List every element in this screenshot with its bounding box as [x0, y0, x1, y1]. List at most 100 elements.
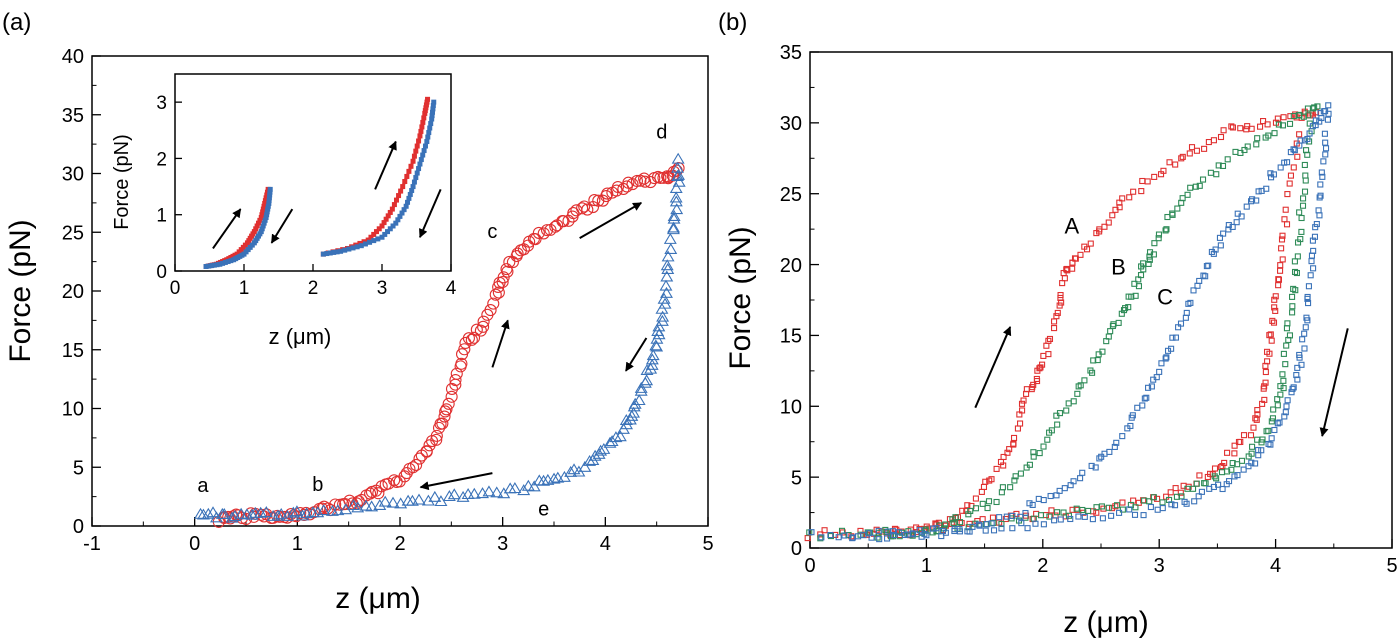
series-release-point	[669, 182, 683, 194]
series-A-stretch-point	[993, 465, 1000, 472]
series-C-stretch-point	[1127, 422, 1134, 430]
panel-a-ytick-label: 15	[62, 340, 84, 362]
series-release-point	[317, 504, 331, 516]
series-B-release-point	[1113, 502, 1121, 509]
series-B-stretch-point	[1199, 176, 1207, 183]
panel-a-ytick-label: 35	[62, 105, 84, 127]
series-C-release-point	[1298, 361, 1305, 368]
series-C-release-point	[1289, 385, 1296, 392]
series-C-stretch-point	[1088, 462, 1095, 469]
series-stretch-point	[537, 227, 550, 240]
series-A-release-point	[1042, 512, 1049, 519]
series-stretch-point	[455, 357, 468, 370]
series-A-release-point	[1247, 432, 1255, 439]
series-A-release-point	[1260, 385, 1267, 392]
series-B-release-point	[1279, 371, 1286, 378]
series-A-stretch-point	[1053, 313, 1060, 320]
series-C-stretch-point	[1168, 345, 1175, 352]
series-release-point	[583, 454, 597, 466]
inset-ytick-label: 2	[156, 149, 167, 170]
series-C-release-point	[1317, 181, 1324, 188]
series-B-release-point	[1085, 507, 1092, 514]
series-stretch-point	[407, 461, 420, 474]
series-A-release-point	[1275, 276, 1282, 283]
series-A-stretch-point	[1178, 155, 1185, 162]
series-C-release-point	[1301, 330, 1308, 337]
series-release-point	[597, 442, 611, 454]
series-C-release-point	[1281, 413, 1288, 420]
series-stretch-point	[440, 403, 453, 416]
series-A-stretch-point	[980, 483, 988, 491]
series-B-stretch-point	[1048, 427, 1055, 434]
series-B-release-point	[998, 520, 1005, 528]
panel-b-xtick-label: 4	[1270, 555, 1281, 577]
series-C-release-point	[1316, 194, 1323, 201]
series-B-release-point	[1093, 504, 1100, 511]
series-stretch-point	[489, 288, 502, 301]
series-release-point	[603, 436, 617, 448]
series-A-stretch-point	[1138, 188, 1145, 195]
series-C-release-point	[1140, 512, 1147, 519]
series-release-point	[378, 495, 392, 507]
series-C-stretch-point	[808, 529, 815, 536]
series-B-release-point	[1280, 385, 1287, 392]
series-C-release-point	[1219, 485, 1226, 493]
curve-label-B: B	[1111, 254, 1126, 279]
inset-xtick-label: 0	[170, 278, 181, 299]
series-B-release-point	[1294, 253, 1301, 260]
series-A-stretch-point	[1063, 266, 1070, 273]
series-C-release-point	[1276, 419, 1283, 426]
series-release-point	[655, 314, 669, 326]
series-B-stretch-point	[1017, 470, 1024, 477]
series-B-release-point	[1285, 336, 1292, 344]
series-B-release-point	[1280, 377, 1287, 384]
series-C-stretch-point	[1119, 433, 1126, 440]
series-stretch-point	[532, 226, 545, 239]
panel-a-ytick-label: 0	[73, 516, 84, 538]
series-B-stretch-point	[1036, 450, 1043, 457]
series-A-stretch-point	[1220, 127, 1227, 134]
series-C-stretch-point	[1061, 485, 1068, 492]
series-stretch-point	[581, 203, 594, 216]
series-A-stretch-point	[1166, 159, 1173, 166]
series-B-release-point	[942, 521, 949, 528]
series-B-stretch-point	[1207, 169, 1214, 176]
series-C-release-point	[875, 527, 882, 534]
series-C-stretch-point	[1255, 188, 1262, 195]
series-stretch-point	[601, 187, 614, 200]
series-C-release-point	[1312, 224, 1319, 231]
series-B-release-point	[1228, 466, 1235, 473]
series-C-release-point	[1154, 506, 1161, 513]
series-A-stretch-point	[1210, 137, 1217, 144]
inset-stretch-2-line	[323, 99, 429, 256]
series-stretch-point	[496, 275, 509, 289]
series-release-point	[664, 243, 678, 254]
series-C-release-point	[1255, 452, 1262, 459]
series-C-release-point	[939, 527, 947, 535]
series-C-stretch-point	[1290, 146, 1297, 153]
series-B-stretch-point	[1162, 227, 1169, 234]
series-C-release-point	[1032, 520, 1039, 527]
series-C-stretch-point	[929, 525, 937, 532]
series-C-release-point	[1283, 403, 1290, 410]
panel-b-chart: 0 1 2 3 4 5 0 5 10 15 20 25 30 35 A B C	[780, 42, 1398, 577]
series-C-release-point	[1040, 521, 1047, 528]
series-stretch-point	[484, 304, 497, 317]
series-A-stretch-point	[1039, 361, 1046, 368]
series-C-stretch-point	[1172, 334, 1180, 341]
series-B-stretch-point	[1155, 231, 1163, 238]
series-A-stretch-point	[1205, 138, 1212, 146]
series-C-stretch-point	[1077, 475, 1084, 482]
series-B-stretch-point	[1054, 421, 1061, 428]
series-C-release-point	[1081, 513, 1088, 520]
series-release-point	[339, 503, 353, 515]
series-C-stretch-point	[1053, 492, 1060, 499]
series-A-release-point	[1119, 499, 1126, 506]
series-stretch-point	[415, 449, 428, 462]
series-A-stretch-point	[1020, 397, 1027, 404]
series-B-stretch-point	[984, 504, 991, 512]
series-A-release-point	[1069, 506, 1076, 513]
series-A-stretch-point	[1057, 292, 1064, 299]
series-release-point	[634, 384, 648, 396]
panel-b-ytick-label: 20	[780, 255, 802, 277]
